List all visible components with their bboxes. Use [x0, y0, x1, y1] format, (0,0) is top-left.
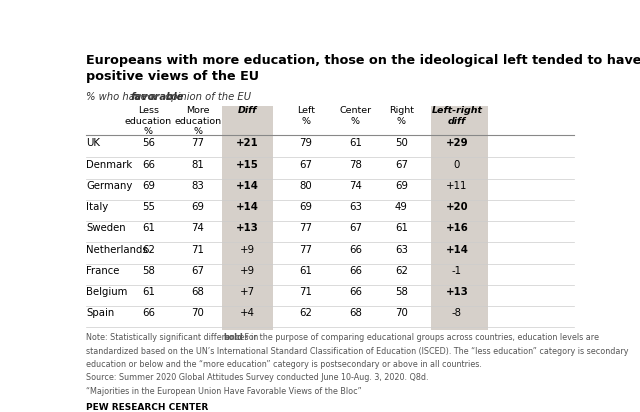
Text: Center
%: Center % [339, 106, 371, 126]
Text: UK: UK [86, 138, 100, 148]
Text: 69: 69 [191, 202, 205, 212]
Text: +9: +9 [240, 266, 255, 276]
Text: Netherlands: Netherlands [86, 245, 148, 255]
Text: +7: +7 [240, 287, 255, 297]
Text: 69: 69 [395, 181, 408, 191]
Text: +14: +14 [236, 202, 259, 212]
Text: 66: 66 [142, 159, 155, 169]
Text: 83: 83 [191, 181, 204, 191]
Text: 69: 69 [142, 181, 155, 191]
Text: 67: 67 [191, 266, 205, 276]
Text: 67: 67 [395, 159, 408, 169]
Text: standardized based on the UN’s International Standard Classification of Educatio: standardized based on the UN’s Internati… [86, 346, 628, 356]
Text: 70: 70 [191, 308, 205, 318]
Text: 62: 62 [395, 266, 408, 276]
Text: 71: 71 [300, 287, 312, 297]
Text: .  For the purpose of comparing educational groups across countries, education l: . For the purpose of comparing education… [237, 333, 599, 342]
Text: 61: 61 [349, 138, 362, 148]
Text: Note: Statistically significant differences in: Note: Statistically significant differen… [86, 333, 260, 342]
Text: 74: 74 [191, 223, 205, 233]
Text: 66: 66 [349, 245, 362, 255]
Text: 62: 62 [142, 245, 155, 255]
Text: education or below and the “more education” category is postsecondary or above i: education or below and the “more educati… [86, 360, 482, 369]
Text: 68: 68 [191, 287, 205, 297]
Text: Germany: Germany [86, 181, 132, 191]
Text: France: France [86, 266, 119, 276]
Text: -8: -8 [452, 308, 462, 318]
Text: 49: 49 [395, 202, 408, 212]
Text: 61: 61 [300, 266, 312, 276]
Text: 61: 61 [142, 223, 155, 233]
Text: 74: 74 [349, 181, 362, 191]
Text: +14: +14 [445, 245, 468, 255]
Text: 67: 67 [299, 159, 312, 169]
Text: Spain: Spain [86, 308, 114, 318]
Text: 67: 67 [349, 223, 362, 233]
Text: 55: 55 [142, 202, 155, 212]
Text: 77: 77 [299, 223, 312, 233]
Text: favorable: favorable [131, 91, 184, 102]
Text: +29: +29 [445, 138, 468, 148]
Text: More
education
%: More education % [175, 106, 221, 136]
Text: +13: +13 [236, 223, 259, 233]
Text: Less
education
%: Less education % [125, 106, 172, 136]
Text: +20: +20 [445, 202, 468, 212]
Text: 80: 80 [300, 181, 312, 191]
Text: % who have a: % who have a [86, 91, 159, 102]
Text: 63: 63 [395, 245, 408, 255]
Text: PEW RESEARCH CENTER: PEW RESEARCH CENTER [86, 403, 208, 412]
Text: +11: +11 [446, 181, 468, 191]
Text: 58: 58 [142, 266, 155, 276]
Text: +21: +21 [236, 138, 259, 148]
Text: +14: +14 [236, 181, 259, 191]
Text: 77: 77 [191, 138, 205, 148]
Text: Sweden: Sweden [86, 223, 125, 233]
Text: 79: 79 [299, 138, 312, 148]
Text: 0: 0 [454, 159, 460, 169]
Text: Left-right
diff: Left-right diff [431, 106, 483, 126]
Text: Diff: Diff [238, 106, 257, 115]
Text: 66: 66 [142, 308, 155, 318]
Text: “Majorities in the European Union Have Favorable Views of the Bloc”: “Majorities in the European Union Have F… [86, 387, 362, 396]
Text: 61: 61 [395, 223, 408, 233]
Text: Right
%: Right % [389, 106, 414, 126]
Text: Europeans with more education, those on the ideological left tended to have more: Europeans with more education, those on … [86, 54, 640, 83]
Text: Belgium: Belgium [86, 287, 127, 297]
Text: +4: +4 [240, 308, 255, 318]
Text: 66: 66 [349, 287, 362, 297]
Text: 68: 68 [349, 308, 362, 318]
Text: 78: 78 [349, 159, 362, 169]
Text: 70: 70 [395, 308, 408, 318]
Text: 69: 69 [299, 202, 312, 212]
Text: 58: 58 [395, 287, 408, 297]
Text: +9: +9 [240, 245, 255, 255]
Text: +16: +16 [445, 223, 468, 233]
Text: 50: 50 [395, 138, 408, 148]
Text: Denmark: Denmark [86, 159, 132, 169]
Text: 62: 62 [300, 308, 312, 318]
Text: 71: 71 [191, 245, 205, 255]
Text: -1: -1 [452, 266, 462, 276]
Text: opinion of the EU: opinion of the EU [162, 91, 251, 102]
Text: +13: +13 [445, 287, 468, 297]
Text: 56: 56 [142, 138, 155, 148]
Text: 61: 61 [142, 287, 155, 297]
Text: +15: +15 [236, 159, 259, 169]
Text: 81: 81 [191, 159, 204, 169]
Text: Left
%: Left % [297, 106, 315, 126]
Text: Italy: Italy [86, 202, 108, 212]
Text: 66: 66 [349, 266, 362, 276]
Text: bold: bold [224, 333, 244, 342]
Text: 63: 63 [349, 202, 362, 212]
Text: 77: 77 [299, 245, 312, 255]
Text: Source: Summer 2020 Global Attitudes Survey conducted June 10-Aug. 3, 2020. Q8d.: Source: Summer 2020 Global Attitudes Sur… [86, 373, 428, 382]
